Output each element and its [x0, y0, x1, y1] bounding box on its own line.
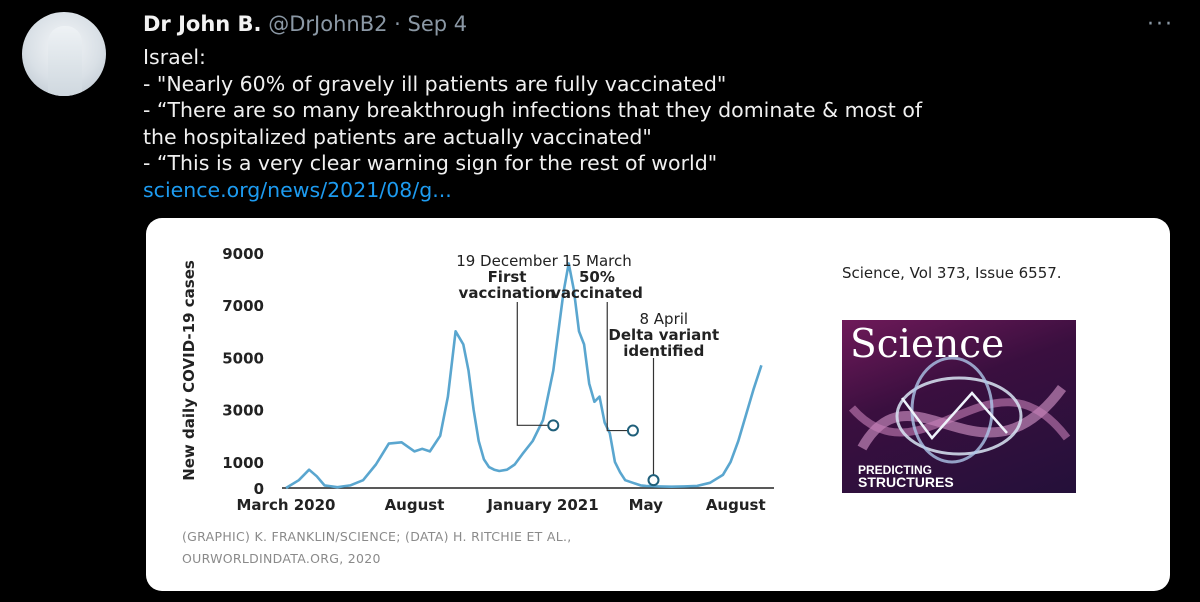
y-tick-label: 5000 — [222, 349, 264, 367]
annotation-label: vaccination — [459, 284, 556, 302]
science-cover-image: Science PREDICTING STRUCTURES — [842, 298, 1076, 493]
annotation-label: 19 December — [456, 252, 558, 270]
tweet-link[interactable]: science.org/news/2021/08/g... — [143, 177, 452, 202]
media-card[interactable]: 0 1000 3000 5000 7000 9000 New daily COVID-19 … — [146, 218, 1170, 591]
tweet-line: - “This is a very clear warning sign for… — [143, 151, 718, 175]
annotation-label: First — [488, 268, 527, 286]
y-tick-label: 0 — [254, 480, 264, 498]
annotation-leader — [606, 302, 633, 432]
y-tick-label: 9000 — [222, 245, 264, 263]
tweet-body: Israel: - "Nearly 60% of gravely ill pat… — [143, 44, 1183, 203]
x-tick-label: August — [385, 496, 445, 514]
protein-structure-icon — [848, 356, 1071, 464]
separator-dot: · — [394, 12, 408, 36]
graphic-credit-line-2: OURWORLDINDATA.ORG, 2020 — [182, 551, 381, 566]
annotation-marker — [647, 474, 660, 487]
tweet-line: the hospitalized patients are actually v… — [143, 124, 652, 149]
annotation-marker — [626, 424, 639, 437]
tweet-line: Israel: — [143, 45, 206, 69]
x-tick-label: January 2021 — [486, 496, 598, 514]
cover-title-line-1: PREDICTING — [858, 463, 933, 477]
tweet-line: - “There are so many breakthrough infect… — [143, 98, 923, 122]
cover-title: PREDICTING STRUCTURES — [858, 463, 954, 490]
annotation-label: 15 March — [562, 252, 632, 270]
annotation-marker — [547, 419, 560, 432]
x-tick-label: August — [706, 496, 766, 514]
covid-cases-chart: 0 1000 3000 5000 7000 9000 New daily COVID-19 … — [180, 245, 774, 514]
author-handle[interactable]: @DrJohnB2 — [268, 12, 388, 36]
annotation-label: 50% — [579, 268, 615, 286]
x-tick-label: March 2020 — [237, 496, 336, 514]
tweet-line: - "Nearly 60% of gravely ill patients ar… — [143, 71, 727, 96]
y-tick-label: 7000 — [222, 297, 264, 315]
annotation-label: 8 April — [639, 310, 688, 328]
annotation-label: identified — [623, 342, 704, 360]
annotation-label: vaccinated — [551, 284, 643, 302]
tweet-header: Dr John B. @DrJohnB2 · Sep 4 — [143, 12, 467, 36]
more-icon[interactable]: ··· — [1147, 12, 1174, 37]
author-name[interactable]: Dr John B. — [143, 12, 262, 36]
x-tick-label: May — [629, 496, 664, 514]
graphic-credit-line-1: (GRAPHIC) K. FRANKLIN/SCIENCE; (DATA) H.… — [182, 529, 572, 544]
annotation-leader — [516, 302, 554, 426]
cover-caption: Science, Vol 373, Issue 6557. — [842, 264, 1062, 282]
cover-masthead: Science — [850, 322, 1005, 367]
y-tick-label: 3000 — [222, 402, 264, 420]
avatar[interactable] — [22, 12, 106, 96]
tweet-date[interactable]: Sep 4 — [407, 12, 468, 36]
cases-series-line — [285, 262, 763, 490]
y-tick-label: 1000 — [222, 454, 264, 472]
annotation-label: Delta variant — [608, 326, 719, 344]
y-axis-label: New daily COVID-19 cases — [180, 260, 198, 481]
cover-title-line-2: STRUCTURES — [858, 474, 954, 490]
